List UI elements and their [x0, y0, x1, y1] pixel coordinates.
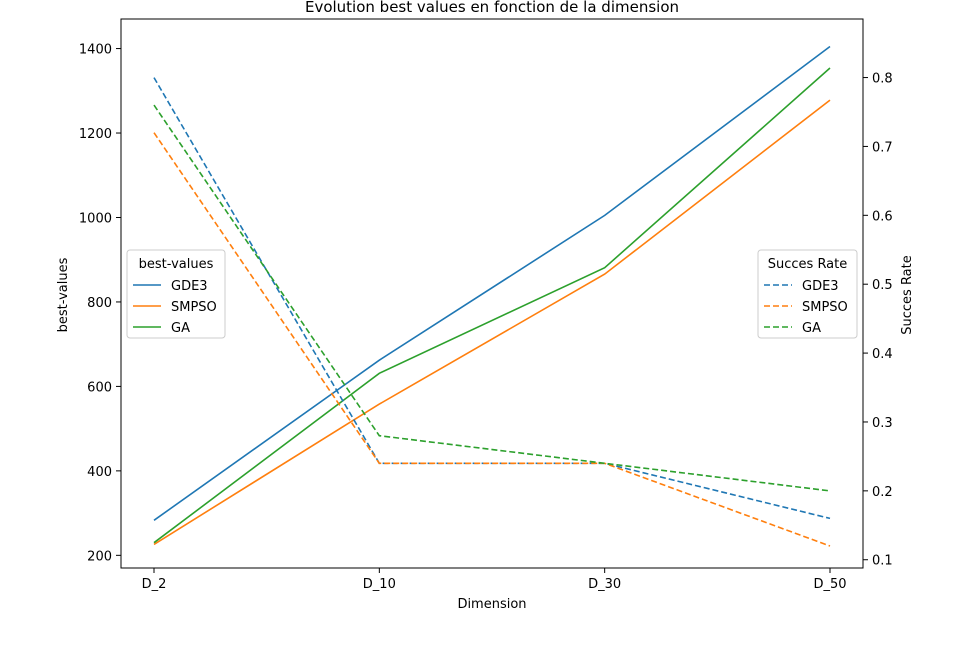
series-line-best-values-ga [153, 67, 831, 544]
x-tick-label: D_2 [142, 577, 167, 592]
legend-label-smpso: SMPSO [802, 300, 848, 315]
y-axis-label: best-values [56, 257, 71, 332]
y-axis-right: 0.1 0.2 0.3 0.4 0.5 0.6 0.7 0.8 [863, 72, 893, 569]
y-tick-label: 400 [87, 465, 112, 480]
legend-label-gde3: GDE3 [171, 279, 208, 294]
y2-axis-label: Succes Rate [900, 255, 915, 335]
y2-tick-label: 0.2 [872, 485, 893, 500]
y-tick-label: 200 [87, 549, 112, 564]
legend-frame [757, 249, 858, 339]
series-line-succes-rate-smpso [153, 132, 831, 547]
legend-succes-rate: Succes Rate GDE3 SMPSO GA [757, 249, 858, 339]
y2-tick-label: 0.8 [872, 72, 893, 87]
series-line-succes-rate-gde3 [153, 77, 831, 520]
y2-tick-label: 0.3 [872, 416, 893, 431]
y-tick-label: 800 [87, 296, 112, 311]
y-tick-label: 1400 [79, 43, 112, 58]
legend-title: Succes Rate [768, 257, 848, 272]
y-tick-label: 600 [87, 380, 112, 395]
legend-label-ga: GA [802, 321, 821, 336]
chart-title: Évolution best values en fonction de la … [305, 0, 679, 16]
legend-label-ga: GA [171, 321, 190, 336]
y2-tick-label: 0.6 [872, 209, 893, 224]
series-line-best-values-gde3 [153, 45, 831, 521]
legend-title: best-values [139, 257, 214, 272]
y2-tick-label: 0.1 [872, 554, 893, 569]
x-tick-label: D_50 [813, 577, 846, 592]
y-axis-left: 200 400 600 800 1000 1200 1400 [79, 43, 121, 564]
x-axis: D_2 D_10 D_30 D_50 [142, 568, 847, 592]
x-axis-label: Dimension [457, 597, 526, 612]
y2-tick-label: 0.5 [872, 278, 893, 293]
x-tick-label: D_10 [363, 577, 396, 592]
y2-tick-label: 0.4 [872, 347, 893, 362]
legend-frame [126, 249, 226, 339]
plot-frame [120, 18, 864, 569]
legend-label-smpso: SMPSO [171, 300, 217, 315]
y-tick-label: 1000 [79, 211, 112, 226]
series-layer [153, 45, 831, 547]
x-tick-label: D_30 [588, 577, 621, 592]
series-line-succes-rate-ga [153, 104, 831, 492]
y2-tick-label: 0.7 [872, 140, 893, 155]
legend-best-values: best-values GDE3 SMPSO GA [126, 249, 226, 339]
series-line-best-values-smpso [153, 99, 831, 546]
y-tick-label: 1200 [79, 127, 112, 142]
legend-label-gde3: GDE3 [802, 279, 839, 294]
